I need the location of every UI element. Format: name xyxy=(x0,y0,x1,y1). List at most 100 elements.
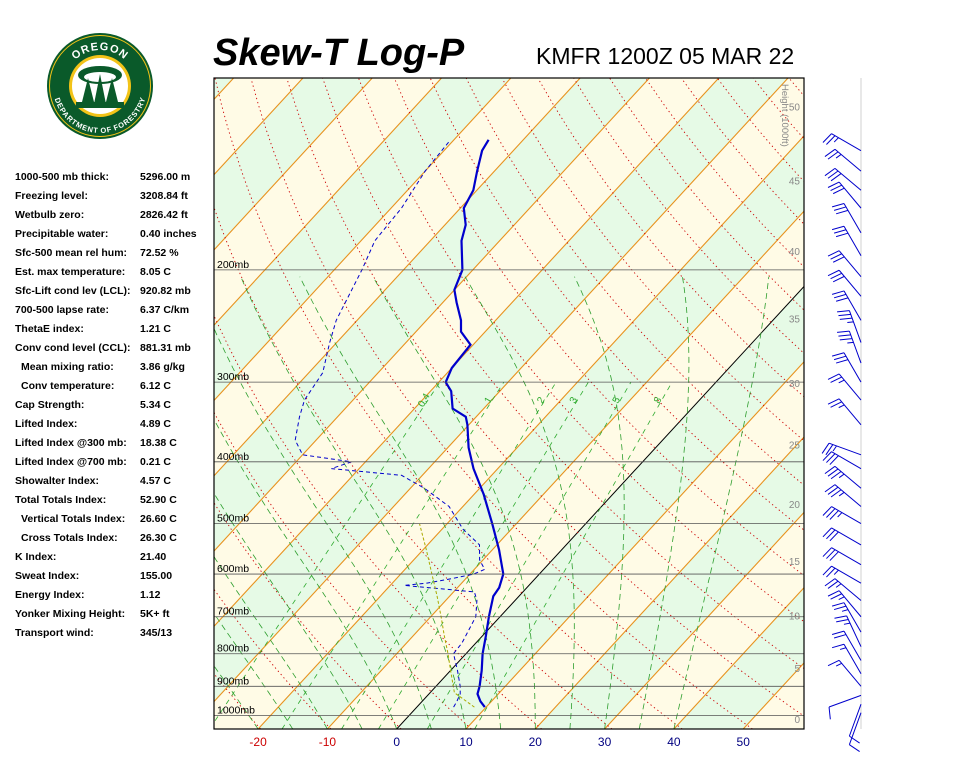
temperature-line xyxy=(444,139,505,708)
barb-staff xyxy=(838,659,862,687)
wind-barb xyxy=(821,442,862,456)
pressure-level-label: 700mb xyxy=(217,606,249,618)
index-value: 881.31 mb xyxy=(140,342,191,354)
barb-half-flag xyxy=(838,404,845,409)
barb-half-flag xyxy=(838,596,845,600)
index-label: Precipitable water: xyxy=(15,228,109,240)
barb-staff xyxy=(828,442,862,456)
barb-half-flag xyxy=(838,473,845,479)
barb-flag xyxy=(829,510,839,520)
barb-staff xyxy=(848,704,862,737)
barb-half-flag xyxy=(837,512,843,518)
barb-half-flag xyxy=(835,662,842,667)
barb-flag xyxy=(830,376,842,383)
barb-flag xyxy=(832,256,845,263)
index-row: Freezing level: 3208.84 ft xyxy=(15,187,211,206)
index-label: Est. max temperature: xyxy=(15,266,126,278)
barb-staff xyxy=(843,290,862,321)
barb-flag xyxy=(822,565,832,576)
barb-staff xyxy=(843,644,862,674)
index-label: 700-500 lapse rate: xyxy=(15,304,109,316)
barb-flag xyxy=(822,506,832,516)
index-label: ThetaE index: xyxy=(15,323,84,335)
barb-flag xyxy=(827,580,839,589)
height-tick-label: 15 xyxy=(789,557,801,568)
wind-barb xyxy=(831,602,862,633)
index-label: Transport wind: xyxy=(15,627,94,639)
index-row: Conv cond level (CCL): 881.31 mb xyxy=(15,339,211,358)
isotherms xyxy=(214,78,960,729)
wind-barb xyxy=(824,167,862,191)
isotherm xyxy=(214,78,373,251)
mixing-ratio-line xyxy=(474,381,673,729)
index-label: Yonker Mixing Height: xyxy=(15,608,126,620)
wind-barb xyxy=(822,506,862,525)
isotherm xyxy=(214,78,512,402)
barb-flag xyxy=(827,151,839,160)
barb-flag xyxy=(827,181,840,188)
wind-barb xyxy=(831,630,862,661)
barb-staff xyxy=(843,630,862,661)
wind-barb xyxy=(824,465,862,489)
index-row: Transport wind: 345/13 xyxy=(15,624,211,643)
barb-flag xyxy=(831,290,845,295)
isotherm xyxy=(813,78,960,729)
barb-flag xyxy=(833,355,847,361)
wind-barb xyxy=(822,565,862,584)
index-label: 1000-500 mb thick: xyxy=(15,171,109,183)
pressure-level-label: 400mb xyxy=(217,451,249,463)
barb-flag xyxy=(824,465,836,475)
barb-staff xyxy=(843,602,862,633)
index-value: 6.37 C/km xyxy=(140,304,190,316)
index-row: Sfc-Lift cond lev (LCL): 920.82 mb xyxy=(15,282,211,301)
plot-area xyxy=(214,78,960,729)
x-tick-label: 10 xyxy=(459,735,473,749)
height-tick-label: 30 xyxy=(789,379,801,390)
dry-adiabat xyxy=(214,206,613,729)
wind-barb xyxy=(831,225,862,256)
barb-flag xyxy=(833,634,847,639)
barb-flag xyxy=(826,453,836,463)
dry-adiabat xyxy=(393,78,804,577)
pressure-level-label: 200mb xyxy=(217,259,249,271)
oregon-forestry-logo: OREGON DEPARTMENT OF FORESTRY xyxy=(47,33,153,139)
index-label: Vertical Totals Index: xyxy=(21,513,126,525)
barb-flag xyxy=(831,643,845,649)
index-row: Total Totals Index: 52.90 C xyxy=(15,491,211,510)
index-row: Lifted Index @300 mb: 18.38 C xyxy=(15,434,211,453)
index-label: Wetbulb zero: xyxy=(15,209,85,221)
height-ticks: 0 5 10 15 20 25 30 35 40 45 50 xyxy=(789,102,801,726)
dry-adiabats xyxy=(214,78,804,729)
wind-barb xyxy=(822,527,862,546)
index-label: Energy Index: xyxy=(15,589,85,601)
mixing-ratio-line xyxy=(341,381,557,729)
barb-half-flag xyxy=(833,569,839,575)
barb-half-flag xyxy=(839,647,847,650)
barb-half-flag xyxy=(835,154,842,159)
moist-adiabat xyxy=(240,276,467,729)
index-value: 26.30 C xyxy=(140,532,177,544)
barb-flag xyxy=(822,527,832,538)
barb-flag xyxy=(835,297,849,302)
barb-flag xyxy=(827,373,840,380)
barb-flag xyxy=(833,293,847,299)
barb-staff xyxy=(834,578,862,601)
barb-flag xyxy=(833,229,847,234)
index-value: 1.12 xyxy=(140,589,161,601)
wind-barb xyxy=(827,250,862,278)
index-label: Cross Totals Index: xyxy=(21,532,118,544)
barb-flag xyxy=(849,735,860,744)
barb-flag xyxy=(824,578,836,587)
isotherm xyxy=(214,78,581,477)
pressure-level-label: 600mb xyxy=(217,563,249,575)
index-value: 3.86 g/kg xyxy=(140,361,185,373)
x-tick-label: -20 xyxy=(249,735,267,749)
barb-flag xyxy=(834,615,847,619)
index-row: Yonker Mixing Height: 5K+ ft xyxy=(15,605,211,624)
wind-barb xyxy=(831,352,862,383)
mixing-ratio-label: 2 xyxy=(535,395,548,406)
dry-adiabat xyxy=(322,78,804,670)
dry-adiabat xyxy=(358,78,804,623)
barb-flag xyxy=(830,471,842,480)
